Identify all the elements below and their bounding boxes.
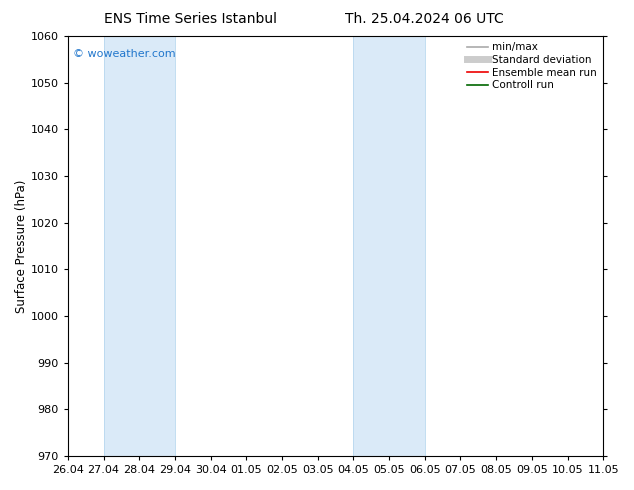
Text: Th. 25.04.2024 06 UTC: Th. 25.04.2024 06 UTC <box>346 12 504 26</box>
Bar <box>103 36 175 456</box>
Bar <box>353 36 425 456</box>
Legend: min/max, Standard deviation, Ensemble mean run, Controll run: min/max, Standard deviation, Ensemble me… <box>464 39 600 93</box>
Text: © woweather.com: © woweather.com <box>74 49 176 59</box>
Text: ENS Time Series Istanbul: ENS Time Series Istanbul <box>104 12 276 26</box>
Y-axis label: Surface Pressure (hPa): Surface Pressure (hPa) <box>15 179 28 313</box>
